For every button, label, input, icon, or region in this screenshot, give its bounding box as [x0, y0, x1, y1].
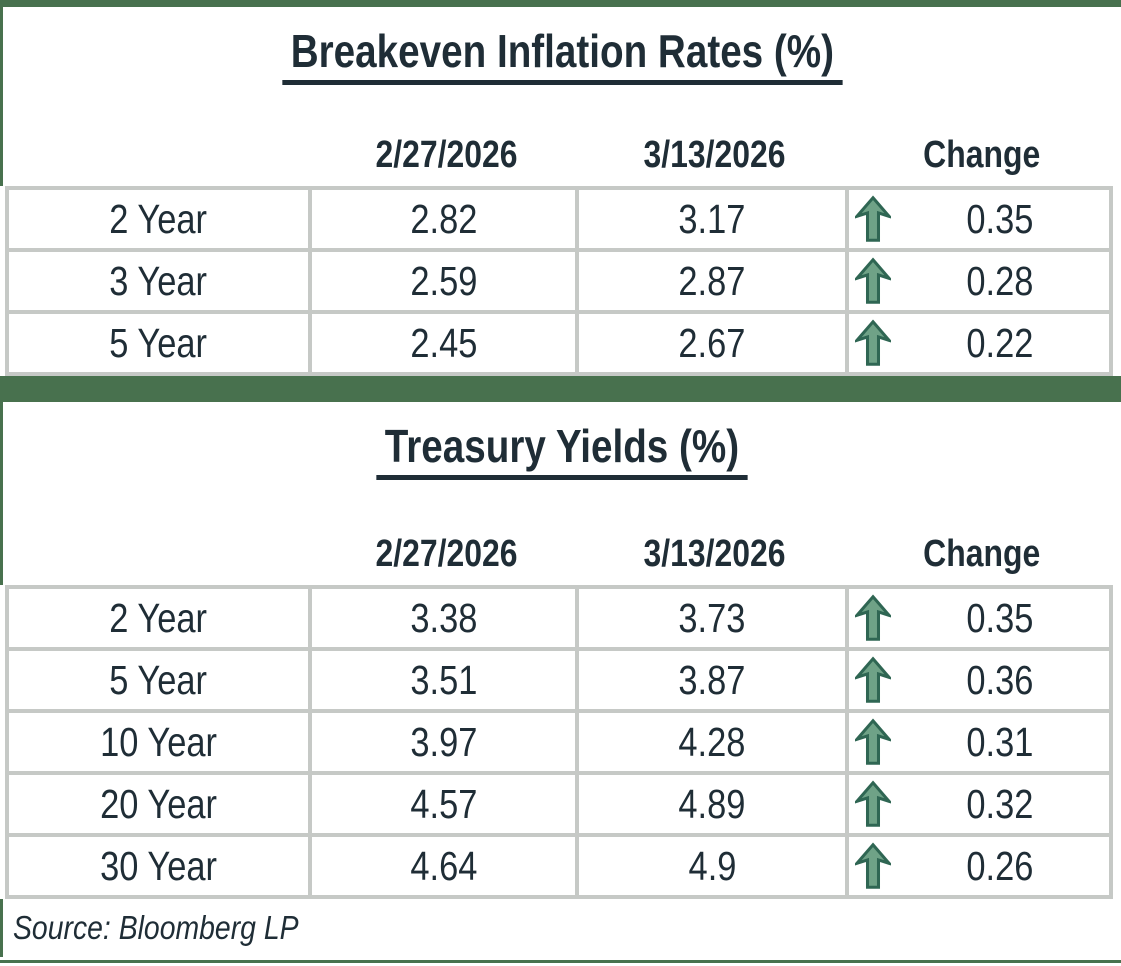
- value-cell: 2.59: [312, 252, 575, 310]
- row-label: 30 Year: [9, 837, 308, 895]
- up-arrow-icon: [855, 195, 891, 243]
- value-cell: 2.87: [579, 252, 845, 310]
- treasury-table-header: Treasury Yields (%) 2/27/2026 3/13/2026 …: [0, 402, 1121, 585]
- col-header-change: Change: [923, 134, 1041, 176]
- top-green-band: [0, 0, 1121, 7]
- breakeven-table-header: Breakeven Inflation Rates (%) 2/27/2026 …: [0, 7, 1121, 186]
- change-cell: 0.28: [849, 252, 1109, 310]
- change-value: 0.28: [966, 257, 1034, 304]
- value-cell: 4.57: [312, 775, 575, 833]
- value-cell: 3.97: [312, 713, 575, 771]
- change-cell: 0.26: [849, 837, 1109, 895]
- change-value: 0.35: [966, 195, 1034, 242]
- breakeven-table-grid: 2 Year 2.82 3.17 0.35 3 Year 2.59 2.87 0…: [5, 186, 1113, 376]
- col-header-change: Change: [923, 533, 1041, 575]
- col-header-date-2: 3/13/2026: [643, 134, 787, 176]
- value-cell: 3.73: [579, 589, 845, 647]
- up-arrow-icon: [855, 718, 891, 766]
- value-cell: 3.17: [579, 190, 845, 248]
- value-cell: 4.89: [579, 775, 845, 833]
- change-value: 0.22: [966, 319, 1034, 366]
- breakeven-title-wrap: Breakeven Inflation Rates (%): [3, 26, 1121, 85]
- row-label: 3 Year: [9, 252, 308, 310]
- change-cell: 0.36: [849, 651, 1109, 709]
- empty-header-cell: [12, 533, 311, 576]
- change-cell: 0.35: [849, 190, 1109, 248]
- treasury-title-wrap: Treasury Yields (%): [3, 421, 1121, 480]
- value-cell: 2.67: [579, 314, 845, 372]
- value-cell: 2.82: [312, 190, 575, 248]
- col-header-date-1: 2/27/2026: [375, 134, 518, 176]
- change-value: 0.36: [966, 656, 1034, 703]
- up-arrow-icon: [855, 780, 891, 828]
- up-arrow-icon: [855, 842, 891, 890]
- col-header-date-1: 2/27/2026: [375, 533, 518, 575]
- up-arrow-icon: [855, 594, 891, 642]
- treasury-table-grid: 2 Year 3.38 3.73 0.35 5 Year 3.51 3.87 0…: [5, 585, 1113, 899]
- col-header-date-2: 3/13/2026: [643, 533, 787, 575]
- middle-green-band: [0, 376, 1121, 402]
- up-arrow-icon: [855, 656, 891, 704]
- value-cell: 2.45: [312, 314, 575, 372]
- change-value: 0.26: [966, 842, 1034, 889]
- value-cell: 4.9: [579, 837, 845, 895]
- value-cell: 3.51: [312, 651, 575, 709]
- change-cell: 0.32: [849, 775, 1109, 833]
- row-label: 2 Year: [9, 589, 308, 647]
- source-row: Source: Bloomberg LP: [0, 899, 1121, 957]
- change-value: 0.32: [966, 780, 1034, 827]
- change-cell: 0.22: [849, 314, 1109, 372]
- row-label: 5 Year: [9, 651, 308, 709]
- row-label: 10 Year: [9, 713, 308, 771]
- empty-header-cell: [12, 134, 311, 177]
- breakeven-column-headers: 2/27/2026 3/13/2026 Change: [12, 134, 1104, 177]
- row-label: 2 Year: [9, 190, 308, 248]
- row-label: 20 Year: [9, 775, 308, 833]
- row-label: 5 Year: [9, 314, 308, 372]
- change-cell: 0.31: [849, 713, 1109, 771]
- bottom-green-line: [0, 960, 1121, 963]
- change-value: 0.35: [966, 594, 1034, 641]
- change-cell: 0.35: [849, 589, 1109, 647]
- source-note: Source: Bloomberg LP: [13, 909, 299, 946]
- change-value: 0.31: [966, 718, 1034, 765]
- treasury-column-headers: 2/27/2026 3/13/2026 Change: [12, 533, 1104, 576]
- value-cell: 3.87: [579, 651, 845, 709]
- value-cell: 4.28: [579, 713, 845, 771]
- breakeven-table-title: Breakeven Inflation Rates (%): [281, 26, 843, 85]
- value-cell: 4.64: [312, 837, 575, 895]
- up-arrow-icon: [855, 319, 891, 367]
- value-cell: 3.38: [312, 589, 575, 647]
- treasury-table-title: Treasury Yields (%): [376, 421, 748, 480]
- up-arrow-icon: [855, 257, 891, 305]
